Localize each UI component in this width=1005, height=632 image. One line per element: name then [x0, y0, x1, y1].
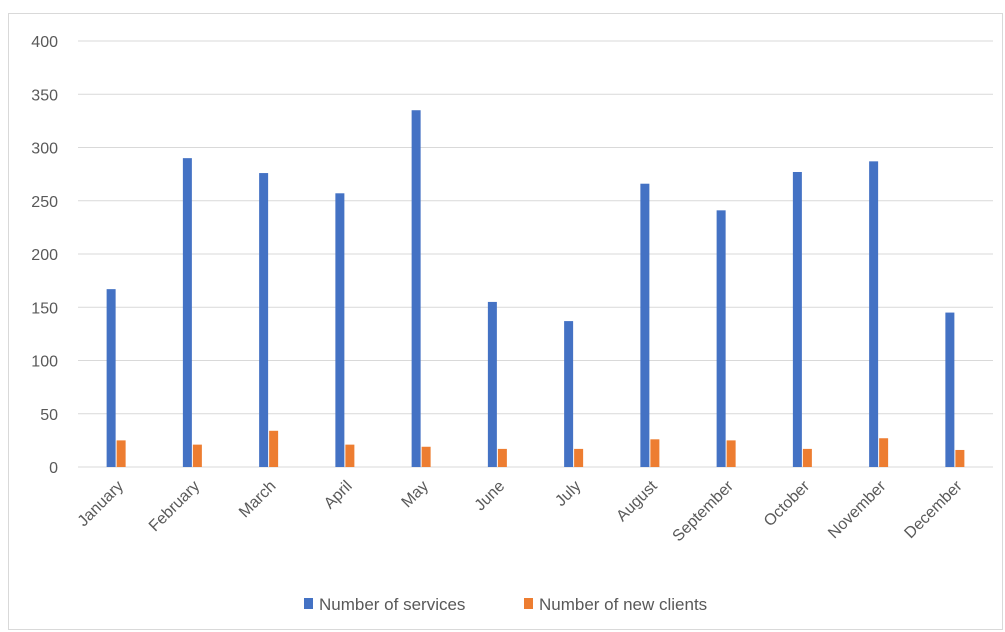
bar-services-september — [716, 210, 726, 467]
y-tick-label: 150 — [31, 300, 58, 317]
bar-new-clients-november — [879, 438, 889, 467]
x-tick-label-january: January — [75, 478, 127, 530]
legend-label-number-of-new-clients: Number of new clients — [539, 595, 707, 614]
bar-services-april — [335, 193, 345, 468]
bars — [106, 110, 965, 468]
gridlines — [78, 40, 993, 468]
x-tick-label-march: March — [236, 478, 279, 521]
bar-services-october — [792, 171, 802, 467]
x-tick-label-may: May — [399, 478, 432, 511]
x-tick-label-april: April — [321, 478, 356, 513]
bar-new-clients-july — [574, 448, 584, 467]
bar-services-june — [487, 301, 497, 467]
bar-services-july — [564, 321, 574, 467]
legend: Number of services Number of new clients — [304, 595, 707, 614]
bar-new-clients-december — [955, 449, 965, 467]
bar-new-clients-june — [497, 448, 507, 467]
x-tick-label-october: October — [761, 477, 814, 530]
bar-services-may — [411, 110, 421, 467]
x-tick-label-august: August — [613, 477, 661, 525]
x-tick-label-december: December — [901, 477, 966, 542]
bar-new-clients-august — [650, 439, 660, 467]
x-tick-label-november: November — [825, 477, 890, 542]
y-tick-label: 0 — [49, 460, 58, 477]
bar-new-clients-january — [116, 440, 126, 467]
bar-new-clients-october — [802, 448, 812, 467]
bar-services-february — [182, 158, 192, 467]
y-tick-label: 300 — [31, 141, 58, 158]
bar-services-august — [640, 183, 650, 467]
x-tick-label-september: September — [670, 477, 738, 545]
bar-services-november — [869, 161, 879, 467]
y-tick-label: 200 — [31, 247, 58, 264]
y-tick-label: 250 — [31, 194, 58, 211]
bar-new-clients-february — [192, 444, 202, 467]
legend-swatch-number-of-new-clients — [524, 598, 533, 609]
bar-services-january — [106, 289, 116, 467]
bar-new-clients-march — [269, 430, 279, 467]
legend-label-number-of-services: Number of services — [319, 595, 465, 614]
x-tick-label-july: July — [552, 478, 584, 510]
y-tick-label: 350 — [31, 87, 58, 104]
bar-services-december — [945, 312, 955, 467]
bar-new-clients-september — [726, 440, 736, 467]
x-tick-label-february: February — [146, 478, 203, 535]
bar-services-march — [259, 173, 269, 467]
legend-swatch-number-of-services — [304, 598, 313, 609]
y-tick-label: 400 — [31, 34, 58, 51]
y-tick-label: 100 — [31, 354, 58, 371]
bar-new-clients-may — [421, 446, 431, 467]
y-axis-tick-labels: 0 50 100 150 200 250 300 350 400 — [31, 34, 58, 477]
bar-new-clients-april — [345, 444, 355, 467]
x-tick-label-june: June — [472, 478, 509, 515]
x-axis-tick-labels: January February March April May June July Augu… — [75, 477, 966, 545]
y-tick-label: 50 — [40, 407, 58, 424]
chart-frame — [8, 13, 1003, 630]
